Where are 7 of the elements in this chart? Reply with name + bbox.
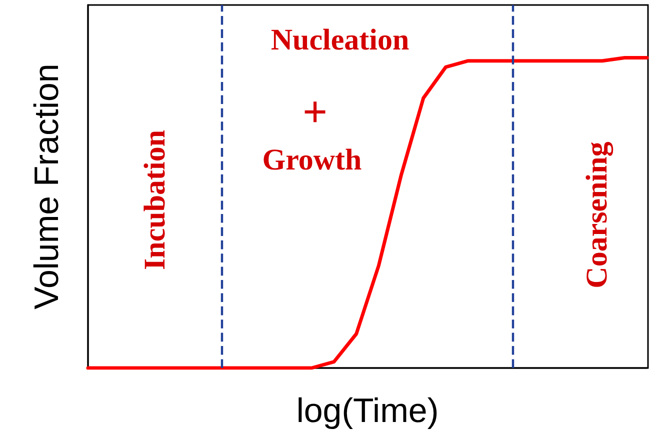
x-axis-title: log(Time) <box>296 392 439 430</box>
annotation: Growth <box>262 144 362 176</box>
text: Nucleation <box>270 24 410 56</box>
annotation: + <box>302 88 328 136</box>
annotation: Coarsening <box>580 142 614 288</box>
y-axis-title: Volume Fraction <box>28 64 66 310</box>
annotation: Incubation <box>138 130 172 270</box>
